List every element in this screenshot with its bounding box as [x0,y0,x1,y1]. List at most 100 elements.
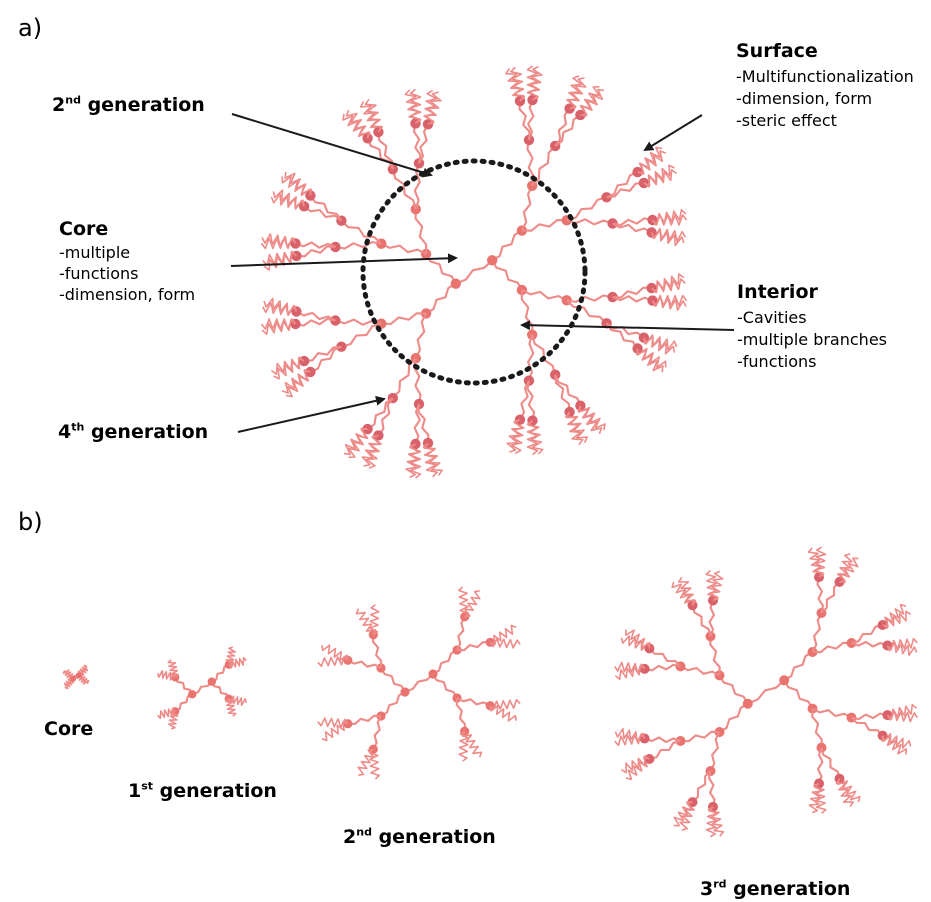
dendrimer-branch [377,397,394,437]
dendrimer-branch [820,747,841,779]
dendrimer-branch [157,707,176,720]
label-core-title: Core [59,218,109,240]
dendrimer-branch [295,310,336,322]
dendrimer-branch [489,624,517,645]
dendrimer-branch [881,735,907,755]
dendrimer-branch [644,663,681,672]
dendrimer-branch [636,348,664,373]
dendrimer-branch [605,322,639,350]
dendrimer-branch [680,665,720,677]
dendrimer-branch [414,209,428,255]
dendrimer-branch [225,646,237,666]
dendrimer-branch [531,145,556,187]
dendrimer-branch [228,656,247,669]
branch-node [207,677,216,686]
dendrimer-branch [625,629,651,649]
label-interior-line-3: -functions [737,352,817,372]
dendrimer-branch [644,736,681,744]
dendrimer-branch [455,697,466,732]
dendrimer-branch [705,806,718,838]
dendrimer-branch [317,717,349,728]
dendrimer-first-generation [156,646,248,730]
arrow-second-generation [231,113,433,178]
dendrimer-branch [637,150,667,175]
label-surface-line-1: -Multifunctionalization [736,66,914,86]
dendrimer-branch [270,356,305,375]
branch-node [70,675,77,682]
dendrimer-branch [606,181,645,199]
dendrimer-branch [340,219,383,245]
dendrimer-branch [651,214,688,226]
dendrimer-branch [649,739,681,761]
arrow-surface [643,114,703,152]
branch-node [75,672,82,679]
dendrimer-branch [284,171,312,196]
dendrimer-branch [691,605,712,637]
dendrimer-branch [357,748,375,776]
dendrimer-branch [425,253,457,285]
dendrimer-branch [295,241,336,249]
dendrimer-branch [528,65,543,101]
label-first-generation: 1st generation [128,779,277,802]
dendrimer-branch [520,289,534,335]
dendrimer-branch [263,297,298,315]
dendrimer-branch [456,697,491,707]
dendrimer-branch [718,674,749,705]
panel-label-a: a) [18,14,43,42]
dendrimer-branch [413,403,421,445]
dendrimer-branch [432,673,458,699]
dendrimer-branch [812,641,852,654]
dendrimer-branch [554,374,582,407]
branch-node [413,398,425,410]
arrow-fourth-generation [237,395,386,433]
dendrimer-branch [510,66,526,102]
dendrimer-structures [62,65,918,838]
dendrimer-branch [405,443,420,479]
dendrimer-branch [463,590,481,618]
dendrimer-branch [614,728,646,743]
dendrimer-branch [709,570,724,602]
dendrimer-branch [456,616,466,651]
dendrimer-branch [225,698,237,717]
dendrimer-branch [811,708,823,748]
label-interior-block: Interior -Cavities -multiple branches -f… [737,281,887,371]
dendrimer-third-generation [614,546,918,838]
dendrimer-branch [651,296,687,311]
dendrimer-branch [414,312,428,359]
dendrimer-branch [174,693,193,713]
branch-node [779,675,790,686]
dendrimer-branch [335,241,382,250]
dendrimer-branch [366,137,394,170]
dendrimer-branch [811,612,823,653]
dendrimer-branch [554,107,571,147]
dendrimer-branch [882,610,912,629]
dendrimer-branch [317,655,349,667]
dendrimer-branch [391,169,417,210]
dendrimer-branch [643,335,676,355]
label-fourth-generation: 4th generation [58,420,209,443]
label-surface-title: Surface [736,40,818,62]
arrow-interior [520,320,735,331]
dendrimer-branch [458,586,470,618]
dendrimer-branch [412,123,422,164]
dendrimer-branch [347,714,382,725]
dendrimer-branch [369,604,380,636]
dendrimer-branch [606,171,639,199]
dendrimer-branch [526,419,539,456]
dendrimer-branch [747,679,785,705]
dendrimer-branch [422,442,438,478]
dendrimer-branch [456,641,491,652]
dendrimer-branch [309,194,343,222]
dendrimer-branch [260,318,297,330]
dendrimer-branch [296,245,336,258]
dendrimer-branch [648,647,682,668]
label-surface-line-2: -dimension, form [736,88,873,108]
dendrimer-branch [366,397,394,430]
dendrimer-branch [491,259,523,291]
dendrimer-branch [527,334,535,382]
dendrimer-branch [850,716,884,737]
panel-label-b: b) [18,508,43,536]
dendrimer-branch [361,434,381,467]
dendrimer-branch [418,123,429,164]
